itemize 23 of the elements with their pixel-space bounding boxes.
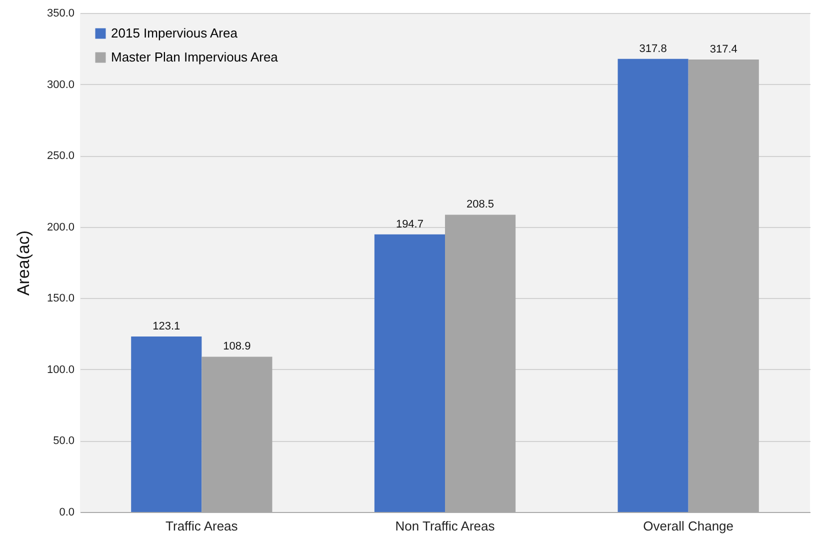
legend-label: Master Plan Impervious Area — [111, 50, 279, 64]
x-tick-label: Non Traffic Areas — [395, 518, 496, 534]
data-label: 194.7 — [396, 218, 424, 230]
data-label: 317.8 — [639, 42, 667, 55]
data-label: 208.5 — [466, 198, 494, 211]
x-tick-label: Overall Change — [643, 518, 734, 534]
y-tick-label: 300.0 — [46, 78, 74, 91]
y-tick-label: 250.0 — [46, 150, 74, 162]
y-tick-label: 200.0 — [46, 221, 74, 234]
legend-label: 2015 Impervious Area — [111, 26, 238, 40]
y-tick-label: 350.0 — [46, 8, 74, 20]
data-label: 317.4 — [710, 43, 738, 56]
y-tick-label: 0.0 — [59, 506, 74, 518]
bar — [131, 336, 202, 512]
bar — [374, 234, 445, 512]
data-label: 108.9 — [223, 340, 251, 353]
x-tick-label: Traffic Areas — [166, 518, 238, 534]
bar — [618, 58, 688, 512]
y-tick-label: 100.0 — [46, 364, 74, 376]
y-axis-title: Area(ac) — [14, 230, 33, 296]
y-tick-label: 150.0 — [46, 292, 74, 305]
y-tick-label: 50.0 — [53, 435, 74, 448]
data-label: 123.1 — [152, 320, 180, 332]
